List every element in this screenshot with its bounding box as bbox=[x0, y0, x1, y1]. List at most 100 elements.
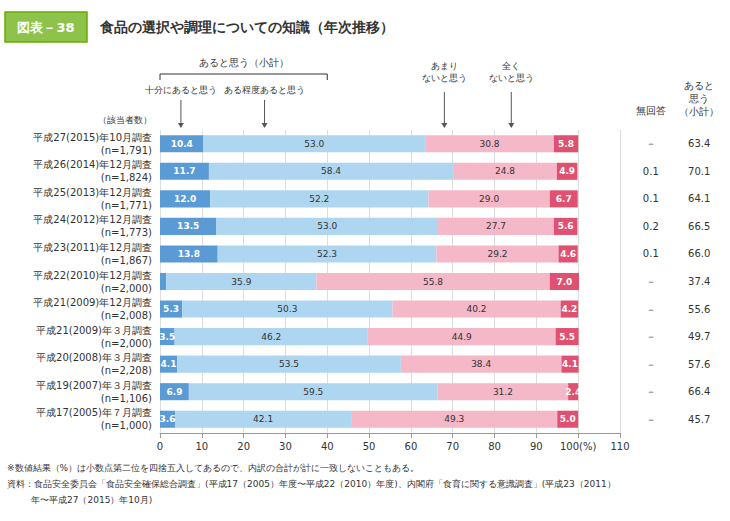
svg-text:(n=1,824): (n=1,824) bbox=[101, 172, 152, 183]
svg-text:平成17(2005)年７月調査: 平成17(2005)年７月調査 bbox=[36, 407, 152, 418]
svg-text:0.1: 0.1 bbox=[643, 193, 659, 204]
svg-text:10: 10 bbox=[195, 441, 208, 452]
svg-text:35.9: 35.9 bbox=[231, 277, 251, 287]
svg-text:80: 80 bbox=[488, 441, 501, 452]
svg-text:(n=2,008): (n=2,008) bbox=[101, 310, 152, 321]
svg-text:30.8: 30.8 bbox=[480, 139, 500, 149]
svg-text:十分にあると思う: 十分にあると思う bbox=[145, 85, 217, 95]
svg-text:110: 110 bbox=[610, 441, 629, 452]
svg-text:70.1: 70.1 bbox=[688, 166, 710, 177]
svg-text:平成24(2012)年12月調査: 平成24(2012)年12月調査 bbox=[33, 214, 152, 225]
svg-text:63.4: 63.4 bbox=[688, 138, 710, 149]
svg-text:2.4: 2.4 bbox=[565, 387, 581, 397]
svg-text:44.9: 44.9 bbox=[452, 332, 472, 342]
svg-text:0.1: 0.1 bbox=[643, 166, 659, 177]
svg-text:90: 90 bbox=[530, 441, 543, 452]
svg-text:全く: 全く bbox=[502, 61, 520, 71]
svg-text:思う: 思う bbox=[688, 93, 709, 104]
svg-text:－: － bbox=[646, 304, 656, 315]
svg-text:平成19(2007)年３月調査: 平成19(2007)年３月調査 bbox=[36, 380, 152, 391]
svg-text:平成21(2009)年12月調査: 平成21(2009)年12月調査 bbox=[33, 297, 152, 308]
svg-text:10.4: 10.4 bbox=[171, 139, 193, 149]
svg-text:あると思う（小計）: あると思う（小計） bbox=[199, 57, 289, 68]
svg-text:－: － bbox=[646, 359, 656, 370]
svg-text:40.2: 40.2 bbox=[467, 304, 487, 314]
svg-text:55.8: 55.8 bbox=[423, 277, 443, 287]
svg-text:（小計）: （小計） bbox=[679, 106, 719, 117]
svg-text:11.7: 11.7 bbox=[173, 166, 195, 176]
svg-text:平成22(2010)年12月調査: 平成22(2010)年12月調査 bbox=[33, 270, 152, 281]
svg-text:－: － bbox=[646, 276, 656, 287]
svg-text:(n=2,000): (n=2,000) bbox=[101, 283, 152, 294]
svg-text:5.3: 5.3 bbox=[163, 304, 179, 314]
svg-text:0.1: 0.1 bbox=[643, 248, 659, 259]
svg-text:4.1: 4.1 bbox=[562, 359, 578, 369]
svg-text:0.2: 0.2 bbox=[643, 221, 659, 232]
svg-text:(n=1,867): (n=1,867) bbox=[101, 255, 152, 266]
svg-text:(n=1,000): (n=1,000) bbox=[101, 420, 152, 431]
svg-text:38.4: 38.4 bbox=[471, 359, 491, 369]
svg-text:50.3: 50.3 bbox=[277, 304, 297, 314]
svg-text:27.7: 27.7 bbox=[486, 221, 506, 231]
svg-text:(n=1,106): (n=1,106) bbox=[101, 393, 152, 404]
svg-text:37.4: 37.4 bbox=[688, 276, 710, 287]
svg-text:49.3: 49.3 bbox=[444, 414, 464, 424]
svg-text:平成27(2015)年10月調査: 平成27(2015)年10月調査 bbox=[33, 132, 152, 143]
svg-text:45.7: 45.7 bbox=[688, 414, 710, 425]
svg-text:年〜平成27（2015）年10月): 年〜平成27（2015）年10月) bbox=[22, 495, 152, 505]
svg-text:－: － bbox=[646, 138, 656, 149]
svg-text:7.0: 7.0 bbox=[556, 277, 572, 287]
svg-text:52.3: 52.3 bbox=[317, 249, 337, 259]
svg-text:5.6: 5.6 bbox=[558, 221, 574, 231]
svg-text:66.5: 66.5 bbox=[688, 221, 710, 232]
svg-text:4.1: 4.1 bbox=[161, 359, 177, 369]
svg-text:31.2: 31.2 bbox=[493, 387, 513, 397]
svg-text:－: － bbox=[646, 386, 656, 397]
svg-text:－: － bbox=[646, 414, 656, 425]
svg-text:－: － bbox=[646, 331, 656, 342]
svg-text:46.2: 46.2 bbox=[261, 332, 281, 342]
svg-text:60: 60 bbox=[405, 441, 418, 452]
svg-text:58.4: 58.4 bbox=[321, 166, 341, 176]
svg-text:ないと思う: ないと思う bbox=[422, 73, 467, 83]
svg-text:40: 40 bbox=[321, 441, 334, 452]
svg-text:4.2: 4.2 bbox=[561, 304, 577, 314]
svg-text:66.0: 66.0 bbox=[688, 248, 710, 259]
svg-text:53.5: 53.5 bbox=[279, 359, 299, 369]
svg-text:6.7: 6.7 bbox=[556, 194, 572, 204]
svg-text:5.0: 5.0 bbox=[560, 414, 576, 424]
svg-text:50: 50 bbox=[363, 441, 376, 452]
svg-text:平成20(2008)年３月調査: 平成20(2008)年３月調査 bbox=[36, 352, 152, 363]
svg-text:0: 0 bbox=[157, 441, 163, 452]
svg-text:100(%): 100(%) bbox=[560, 441, 596, 452]
svg-text:5.5: 5.5 bbox=[559, 332, 575, 342]
svg-text:平成21(2009)年３月調査: 平成21(2009)年３月調査 bbox=[36, 325, 152, 336]
svg-text:6.9: 6.9 bbox=[166, 387, 182, 397]
svg-text:(n=1,773): (n=1,773) bbox=[101, 227, 152, 238]
svg-text:食品の選択や調理についての知識（年次推移）: 食品の選択や調理についての知識（年次推移） bbox=[99, 19, 394, 35]
svg-text:3.5: 3.5 bbox=[159, 332, 175, 342]
svg-text:無回答: 無回答 bbox=[636, 105, 666, 116]
svg-text:(n=1,791): (n=1,791) bbox=[101, 145, 152, 156]
svg-text:あまり: あまり bbox=[431, 61, 458, 71]
svg-text:24.8: 24.8 bbox=[495, 166, 515, 176]
svg-text:29.2: 29.2 bbox=[487, 249, 507, 259]
svg-text:49.7: 49.7 bbox=[688, 331, 710, 342]
svg-text:55.6: 55.6 bbox=[688, 304, 710, 315]
svg-text:20: 20 bbox=[237, 441, 250, 452]
svg-text:59.5: 59.5 bbox=[303, 387, 323, 397]
svg-text:13.5: 13.5 bbox=[177, 221, 199, 231]
svg-text:※数値結果（%）は小数点第二位を四捨五入してあるので、内訳の: ※数値結果（%）は小数点第二位を四捨五入してあるので、内訳の合計が計に一致しない… bbox=[7, 463, 419, 473]
svg-text:53.0: 53.0 bbox=[317, 221, 337, 231]
svg-text:(n=2,000): (n=2,000) bbox=[101, 338, 152, 349]
svg-text:(n=1,771): (n=1,771) bbox=[101, 200, 152, 211]
svg-text:53.0: 53.0 bbox=[304, 139, 324, 149]
svg-text:(n=2,208): (n=2,208) bbox=[101, 365, 152, 376]
svg-text:57.6: 57.6 bbox=[688, 359, 710, 370]
svg-text:12.0: 12.0 bbox=[174, 194, 196, 204]
svg-text:3.6: 3.6 bbox=[160, 414, 176, 424]
svg-text:（該当者数）: （該当者数） bbox=[98, 115, 152, 125]
svg-text:42.1: 42.1 bbox=[253, 414, 273, 424]
svg-text:ある程度あると思う: ある程度あると思う bbox=[224, 85, 305, 95]
svg-text:70: 70 bbox=[446, 441, 459, 452]
